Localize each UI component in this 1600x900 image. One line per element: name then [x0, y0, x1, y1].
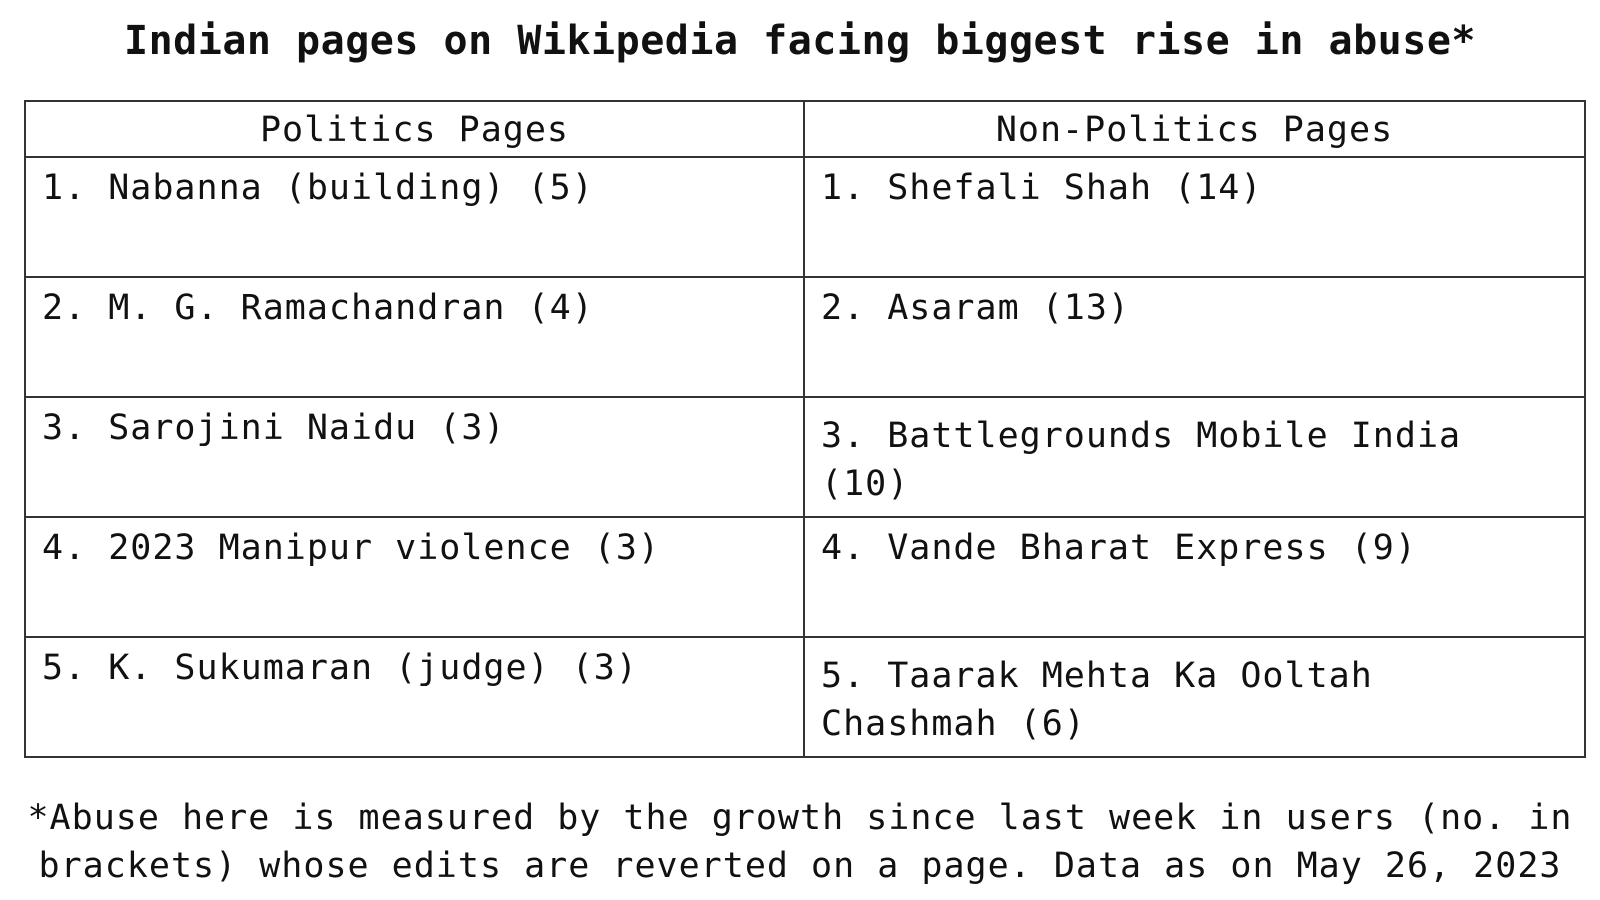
politics-row-1: 1. Nabanna (building) (5)	[24, 156, 805, 278]
politics-row-4: 4. 2023 Manipur violence (3)	[24, 516, 805, 638]
politics-column: Politics Pages 1. Nabanna (building) (5)…	[24, 100, 805, 758]
non-politics-header: Non-Politics Pages	[803, 100, 1586, 158]
politics-header: Politics Pages	[24, 100, 805, 158]
footnote-line-1: *Abuse here is measured by the growth si…	[27, 798, 1573, 838]
non-politics-row-2: 2. Asaram (13)	[803, 276, 1586, 398]
politics-row-5: 5. K. Sukumaran (judge) (3)	[24, 636, 805, 758]
non-politics-row-1: 1. Shefali Shah (14)	[803, 156, 1586, 278]
footnote-line-2: brackets) whose edits are reverted on a …	[38, 846, 1562, 886]
politics-row-3: 3. Sarojini Naidu (3)	[24, 396, 805, 518]
politics-row-2: 2. M. G. Ramachandran (4)	[24, 276, 805, 398]
non-politics-column: Non-Politics Pages 1. Shefali Shah (14) …	[803, 100, 1586, 758]
non-politics-row-3: 3. Battlegrounds Mobile India (10)	[803, 396, 1586, 518]
non-politics-row-5: 5. Taarak Mehta Ka Ooltah Chashmah (6)	[803, 636, 1586, 758]
non-politics-row-4: 4. Vande Bharat Express (9)	[803, 516, 1586, 638]
footnote: *Abuse here is measured by the growth si…	[0, 794, 1600, 890]
page-title: Indian pages on Wikipedia facing biggest…	[123, 18, 1476, 64]
